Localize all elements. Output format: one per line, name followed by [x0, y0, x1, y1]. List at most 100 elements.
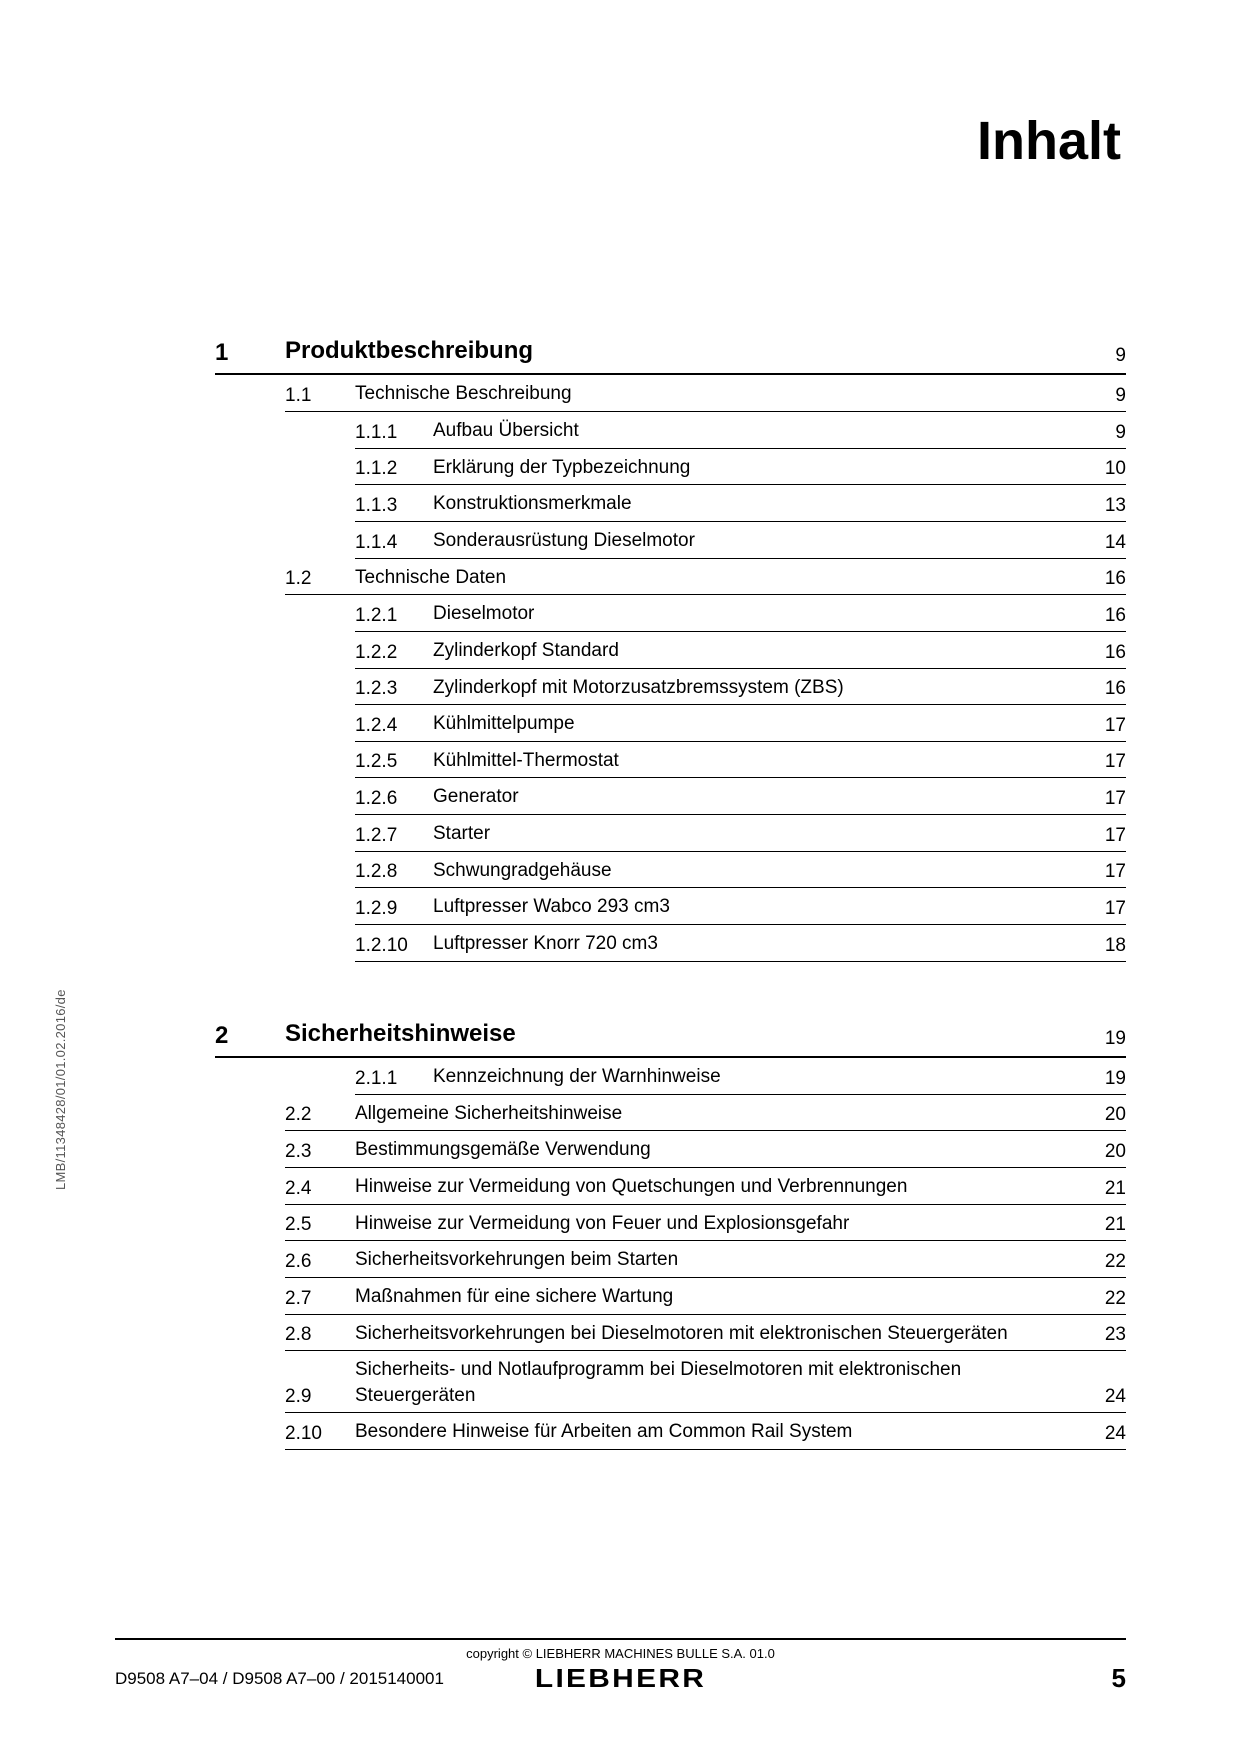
toc-num: 2.1.1 — [355, 1068, 433, 1090]
toc-section-heading: 2Sicherheitshinweise19 — [215, 1010, 1126, 1058]
toc-page: 22 — [1086, 1288, 1126, 1310]
toc-entry: 2.4Hinweise zur Vermeidung von Quetschun… — [285, 1168, 1126, 1205]
toc-entry: 1.2.3Zylinderkopf mit Motorzusatzbremssy… — [355, 669, 1126, 706]
toc-page: 19 — [1086, 1068, 1126, 1090]
toc-num: 1 — [215, 339, 285, 367]
toc-num: 2.6 — [285, 1251, 355, 1273]
toc-page: 16 — [1086, 605, 1126, 627]
toc-num: 2.7 — [285, 1288, 355, 1310]
footer-copyright: copyright © LIEBHERR MACHINES BULLE S.A.… — [115, 1646, 1126, 1661]
toc-page: 21 — [1086, 1178, 1126, 1200]
toc-num: 2.8 — [285, 1324, 355, 1346]
toc-entry: 1.2Technische Daten16 — [285, 559, 1126, 596]
toc-num: 1.2.4 — [355, 715, 433, 737]
toc-section-heading: 1Produktbeschreibung9 — [215, 327, 1126, 375]
toc-title: Konstruktionsmerkmale — [433, 491, 1086, 517]
toc-num: 1.2.5 — [355, 751, 433, 773]
toc-entry: 1.2.5Kühlmittel-Thermostat17 — [355, 742, 1126, 779]
toc-title: Hinweise zur Vermeidung von Quetschungen… — [355, 1174, 1086, 1200]
toc-title: Kühlmittel-Thermostat — [433, 748, 1086, 774]
toc-entry: 1.2.8Schwungradgehäuse17 — [355, 852, 1126, 889]
toc-page: 17 — [1086, 898, 1126, 920]
toc-entry: 2.3Bestimmungsgemäße Verwendung20 — [285, 1131, 1126, 1168]
toc-title: Sicherheits- und Notlaufprogramm bei Die… — [355, 1357, 1086, 1408]
page-footer: copyright © LIEBHERR MACHINES BULLE S.A.… — [115, 1638, 1126, 1694]
side-document-id: LMB/11348428/01/01.02.2016/de — [53, 989, 68, 1190]
toc-entry: 1.1.3Konstruktionsmerkmale13 — [355, 485, 1126, 522]
page-title: Inhalt — [115, 110, 1126, 172]
toc-page: 20 — [1086, 1141, 1126, 1163]
toc-entry: 1.2.1Dieselmotor16 — [355, 595, 1126, 632]
footer-doc-ref: D9508 A7–04 / D9508 A7–00 / 2015140001 — [115, 1669, 452, 1689]
toc-section: 2Sicherheitshinweise192.1.1Kennzeichnung… — [215, 1010, 1126, 1450]
toc-num: 1.1.2 — [355, 458, 433, 480]
toc-page: 24 — [1086, 1423, 1126, 1445]
toc-page: 19 — [1086, 1028, 1126, 1050]
toc-title: Kühlmittelpumpe — [433, 711, 1086, 737]
toc-page: 24 — [1086, 1386, 1126, 1408]
footer-rule — [115, 1638, 1126, 1640]
toc-title: Aufbau Übersicht — [433, 418, 1086, 444]
toc-entry: 1.2.4Kühlmittelpumpe17 — [355, 705, 1126, 742]
toc-title: Schwungradgehäuse — [433, 858, 1086, 884]
toc-num: 1.2.9 — [355, 898, 433, 920]
toc-entry: 2.9Sicherheits- und Notlaufprogramm bei … — [285, 1351, 1126, 1413]
toc-title: Produktbeschreibung — [285, 335, 1086, 367]
toc-title: Sicherheitsvorkehrungen beim Starten — [355, 1247, 1086, 1273]
toc-num: 2.10 — [285, 1423, 355, 1445]
toc-entry: 2.10Besondere Hinweise für Arbeiten am C… — [285, 1413, 1126, 1450]
toc-entry: 1.1.2Erklärung der Typbezeichnung10 — [355, 449, 1126, 486]
toc-num: 1.2.7 — [355, 825, 433, 847]
toc-title: Zylinderkopf mit Motorzusatzbremssystem … — [433, 675, 1086, 701]
toc-num: 1.2.8 — [355, 861, 433, 883]
toc-title: Dieselmotor — [433, 601, 1086, 627]
toc-page: 17 — [1086, 861, 1126, 883]
toc-title: Technische Beschreibung — [355, 381, 1086, 407]
toc-title: Luftpresser Knorr 720 cm3 — [433, 931, 1086, 957]
toc-page: 17 — [1086, 788, 1126, 810]
toc-title: Allgemeine Sicherheitshinweise — [355, 1101, 1086, 1127]
toc-title: Bestimmungsgemäße Verwendung — [355, 1137, 1086, 1163]
toc-entry: 1.2.7Starter17 — [355, 815, 1126, 852]
toc-num: 2.2 — [285, 1104, 355, 1126]
toc-num: 2.5 — [285, 1214, 355, 1236]
toc-page: 16 — [1086, 678, 1126, 700]
toc-page: 9 — [1086, 422, 1126, 444]
toc-entry: 2.5Hinweise zur Vermeidung von Feuer und… — [285, 1205, 1126, 1242]
toc-num: 2.9 — [285, 1386, 355, 1408]
toc-title: Technische Daten — [355, 565, 1086, 591]
toc-page: 9 — [1086, 345, 1126, 367]
toc-num: 1.1.1 — [355, 422, 433, 444]
toc-entry: 1.2.10Luftpresser Knorr 720 cm318 — [355, 925, 1126, 962]
toc-page: 14 — [1086, 532, 1126, 554]
toc-num: 2.4 — [285, 1178, 355, 1200]
toc-entry: 2.6Sicherheitsvorkehrungen beim Starten2… — [285, 1241, 1126, 1278]
toc-entry: 2.8Sicherheitsvorkehrungen bei Dieselmot… — [285, 1315, 1126, 1352]
toc-title: Starter — [433, 821, 1086, 847]
toc-title: Hinweise zur Vermeidung von Feuer und Ex… — [355, 1211, 1086, 1237]
toc-page: 10 — [1086, 458, 1126, 480]
toc-title: Besondere Hinweise für Arbeiten am Commo… — [355, 1419, 1086, 1445]
toc-entry: 1.1.4Sonderausrüstung Dieselmotor14 — [355, 522, 1126, 559]
toc-num: 1.2.1 — [355, 605, 433, 627]
toc-title: Luftpresser Wabco 293 cm3 — [433, 894, 1086, 920]
toc-entry: 1.1Technische Beschreibung9 — [285, 375, 1126, 412]
toc-page: 17 — [1086, 751, 1126, 773]
toc-num: 1.2.10 — [355, 935, 433, 957]
footer-page-number: 5 — [789, 1663, 1126, 1694]
toc-entry: 2.2Allgemeine Sicherheitshinweise20 — [285, 1095, 1126, 1132]
toc-page: 18 — [1086, 935, 1126, 957]
toc-num: 1.2.2 — [355, 642, 433, 664]
toc-title: Sicherheitshinweise — [285, 1018, 1086, 1050]
toc-page: 17 — [1086, 715, 1126, 737]
toc-title: Zylinderkopf Standard — [433, 638, 1086, 664]
toc-num: 1.1.3 — [355, 495, 433, 517]
toc-num: 1.1 — [285, 385, 355, 407]
toc-entry: 2.1.1Kennzeichnung der Warnhinweise19 — [355, 1058, 1126, 1095]
toc-entry: 1.2.9Luftpresser Wabco 293 cm317 — [355, 888, 1126, 925]
toc-page: 16 — [1086, 642, 1126, 664]
toc-page: 17 — [1086, 825, 1126, 847]
toc-num: 1.2.6 — [355, 788, 433, 810]
toc-page: 21 — [1086, 1214, 1126, 1236]
toc-entry: 1.2.6Generator17 — [355, 778, 1126, 815]
